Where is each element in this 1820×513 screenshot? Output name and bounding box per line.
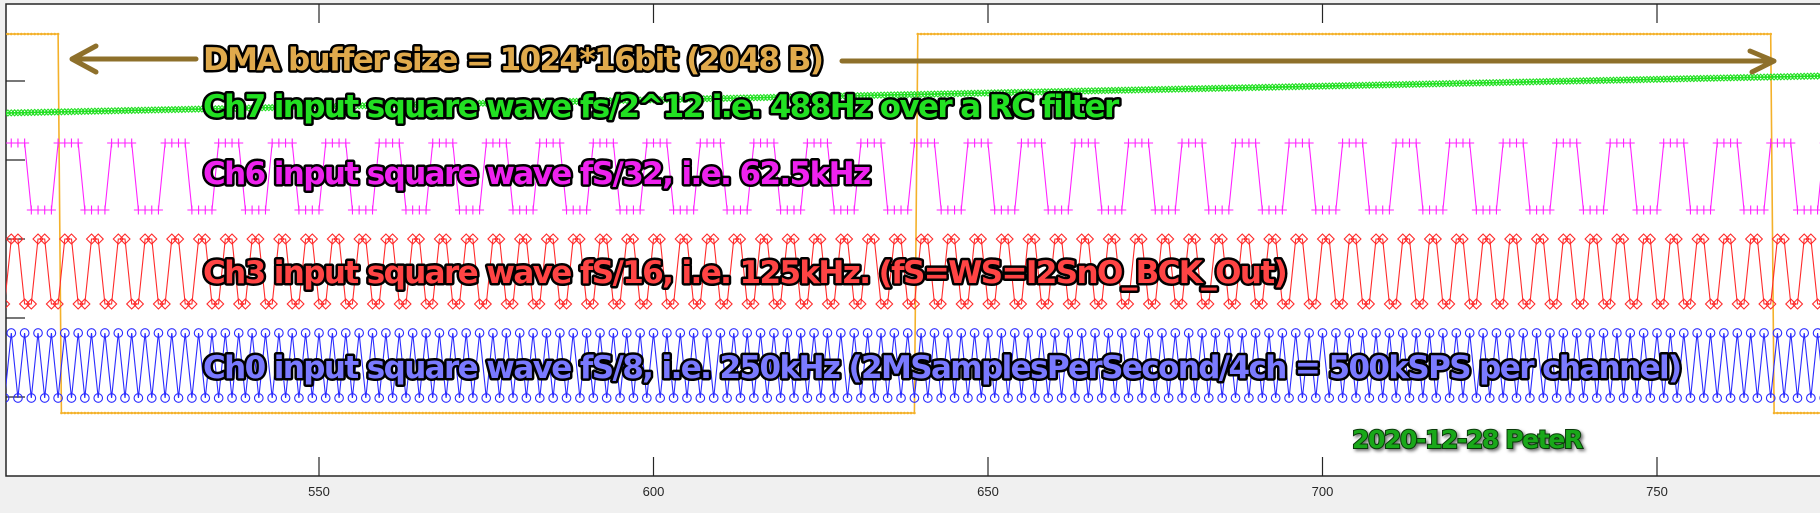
annotation-ch6: Ch6 input square wave fS/32, i.e. 62.5kH… (203, 156, 870, 192)
x-tick-label: 600 (643, 484, 665, 499)
x-tick-label: 650 (977, 484, 999, 499)
annotation-dma-buffer: DMA buffer size = 1024*16bit (2048 B) (203, 42, 822, 78)
annotation-ch0: Ch0 input square wave fS/8, i.e. 250kHz … (203, 350, 1681, 386)
x-tick-label: 750 (1646, 484, 1668, 499)
author-date-stamp: 2020-12-28 PeteR (1352, 425, 1583, 454)
annotation-ch3: Ch3 input square wave fS/16, i.e. 125kHz… (203, 255, 1286, 291)
x-tick-label: 700 (1312, 484, 1334, 499)
x-tick-label: 550 (308, 484, 330, 499)
annotation-ch7: Ch7 input square wave fs/2^12 i.e. 488Hz… (203, 89, 1120, 125)
